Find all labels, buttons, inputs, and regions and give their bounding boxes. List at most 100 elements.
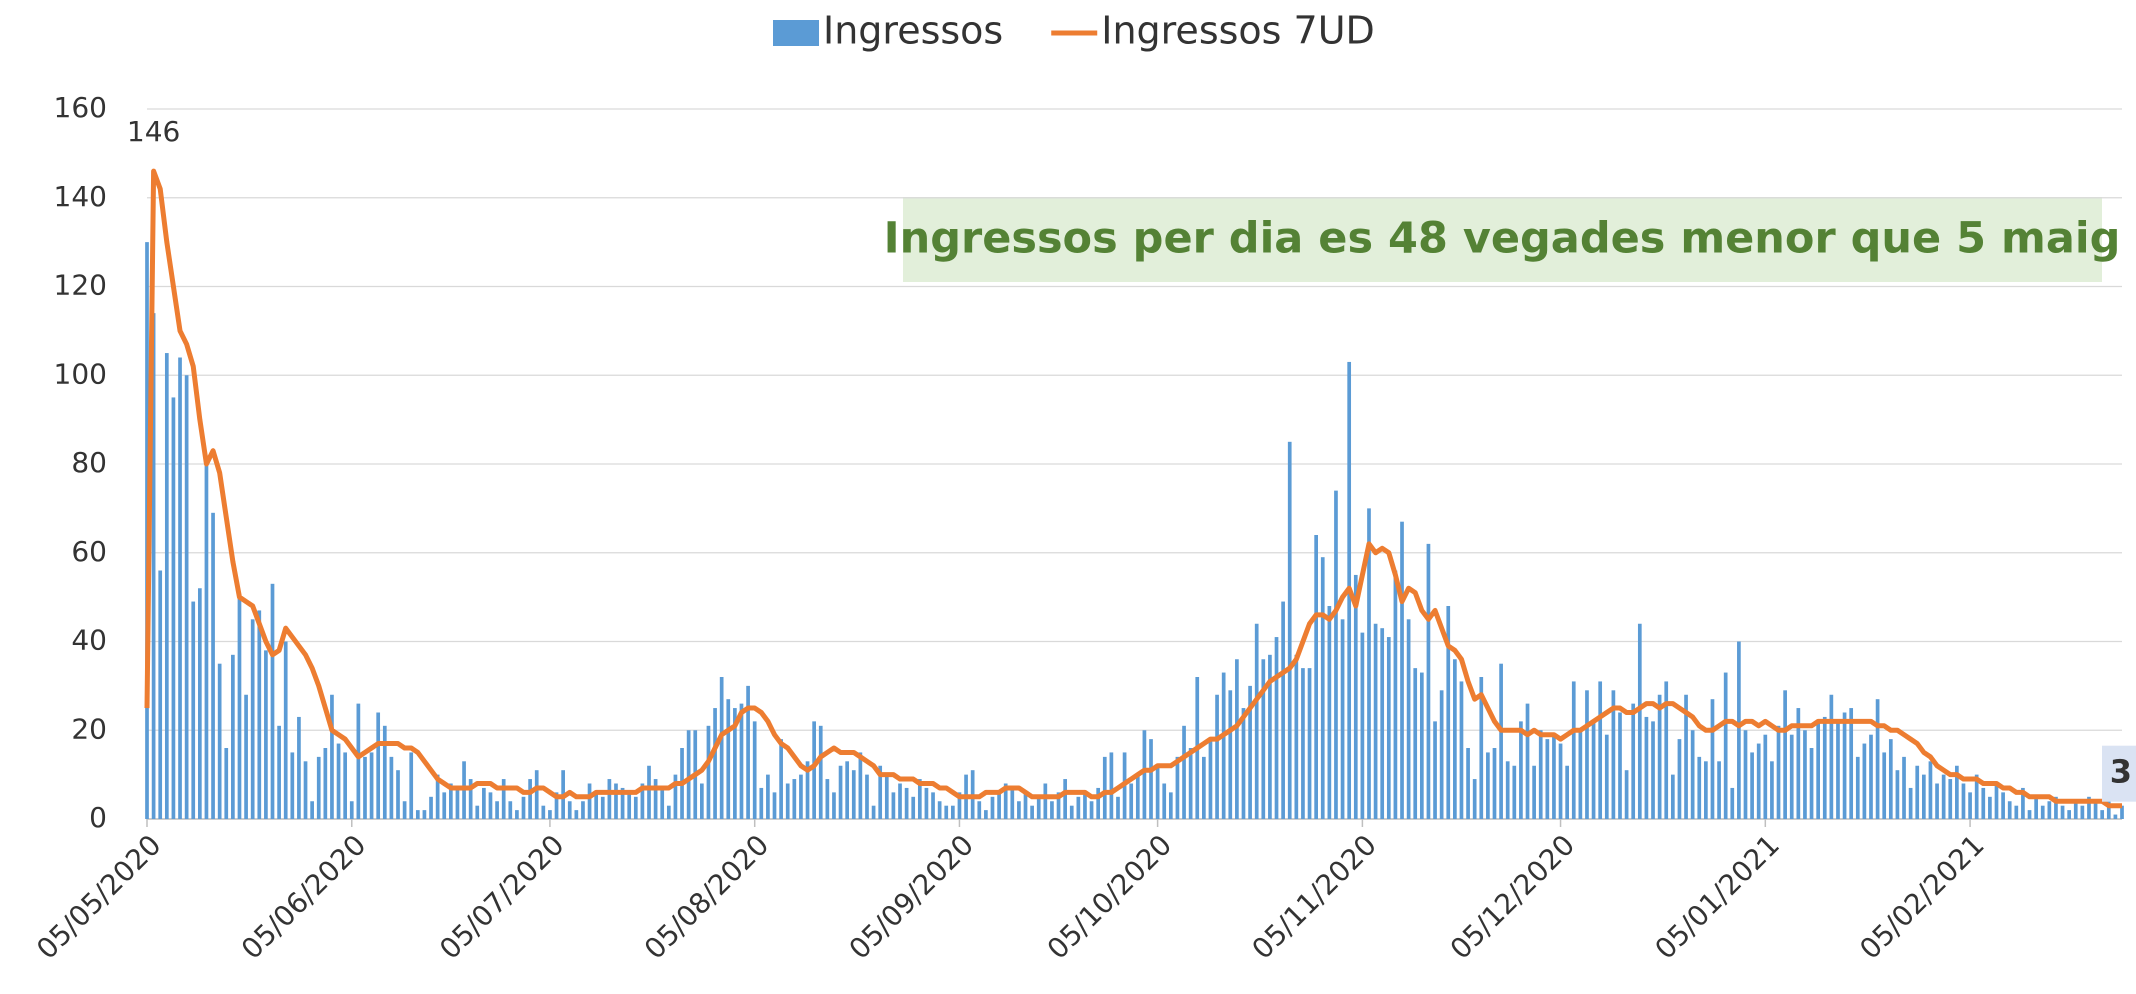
bar	[752, 721, 757, 819]
bar	[818, 725, 823, 819]
bar	[1050, 801, 1054, 819]
bar	[640, 783, 645, 819]
bar	[244, 694, 248, 819]
bar	[1036, 796, 1041, 819]
bar	[1763, 734, 1768, 819]
bar	[475, 805, 480, 819]
bar	[1803, 730, 1807, 819]
bar	[1578, 730, 1583, 819]
bar	[1776, 725, 1781, 819]
bar	[151, 313, 156, 819]
bar	[726, 699, 731, 819]
y-tick-label: 20	[71, 712, 107, 745]
bar	[977, 801, 982, 819]
x-tick-label: 05/10/2020	[1041, 828, 1178, 965]
bar	[845, 761, 850, 819]
bar	[1393, 570, 1398, 819]
bar	[1842, 712, 1847, 819]
bar	[1895, 770, 1900, 819]
bar	[1750, 752, 1754, 819]
bar	[1994, 783, 1999, 819]
bar	[1908, 787, 1913, 819]
bar	[1644, 716, 1649, 819]
bar	[1459, 681, 1464, 819]
bar	[931, 792, 935, 819]
bar	[1637, 623, 1642, 819]
bar	[944, 805, 949, 819]
bar	[1439, 690, 1444, 819]
bar	[482, 787, 486, 819]
bar	[316, 756, 321, 819]
bar	[700, 783, 704, 819]
x-tick-label: 05/07/2020	[433, 828, 570, 965]
bar	[1188, 748, 1193, 819]
bar	[1367, 508, 1371, 819]
bar	[1565, 765, 1569, 819]
bar	[574, 810, 579, 819]
bar	[997, 792, 1001, 819]
bar	[448, 783, 453, 819]
bar	[1340, 619, 1345, 819]
bar	[217, 663, 222, 819]
bar	[1334, 490, 1338, 819]
bar	[277, 725, 281, 819]
bar	[528, 779, 532, 819]
bar	[250, 619, 255, 819]
bar	[541, 805, 546, 819]
bar	[1083, 792, 1087, 819]
x-tick-label: 05/08/2020	[638, 828, 775, 965]
bar	[1063, 779, 1067, 819]
bar	[924, 787, 929, 819]
bar	[772, 792, 777, 819]
bar	[1988, 796, 1992, 819]
bar	[1499, 663, 1503, 819]
bar	[257, 610, 262, 819]
y-tick-label: 160	[54, 91, 107, 124]
bar	[1182, 725, 1186, 819]
bar	[1142, 730, 1147, 819]
bar	[1862, 743, 1867, 819]
x-tick-label: 05/11/2020	[1246, 828, 1383, 965]
annotation-box	[903, 197, 2102, 282]
bar	[1855, 756, 1860, 819]
bar	[891, 792, 896, 819]
bar	[1208, 739, 1213, 819]
bar	[1320, 557, 1325, 819]
bar	[422, 810, 427, 819]
bar	[1538, 730, 1543, 819]
bar	[805, 761, 810, 819]
bar	[1532, 765, 1536, 819]
bar	[917, 779, 922, 819]
bar	[1809, 748, 1814, 819]
bar	[1651, 721, 1655, 819]
x-tick-label: 05/05/2020	[30, 828, 167, 965]
bar	[534, 770, 539, 819]
bar	[1611, 690, 1616, 819]
bar	[1968, 792, 1972, 819]
bar	[336, 743, 341, 819]
data-label: 3	[2110, 753, 2132, 791]
bar	[488, 792, 493, 819]
bar	[766, 774, 770, 819]
bar	[2093, 801, 2098, 819]
bar	[1149, 739, 1153, 819]
data-label: 146	[127, 115, 180, 148]
bar	[1704, 761, 1708, 819]
bar	[739, 703, 744, 819]
bar	[1261, 659, 1266, 819]
y-tick-label: 60	[71, 535, 107, 568]
bar	[1301, 668, 1305, 819]
bar	[799, 774, 803, 819]
bar	[1003, 783, 1008, 819]
bar	[1935, 783, 1939, 819]
bar	[1076, 796, 1081, 819]
bar	[1743, 730, 1748, 819]
bar	[548, 810, 552, 819]
x-tick-label: 05/12/2020	[1444, 828, 1581, 965]
bar	[614, 783, 618, 819]
bar	[1657, 694, 1662, 819]
bar	[1413, 668, 1418, 819]
bar	[191, 601, 196, 819]
bar	[1248, 685, 1252, 819]
